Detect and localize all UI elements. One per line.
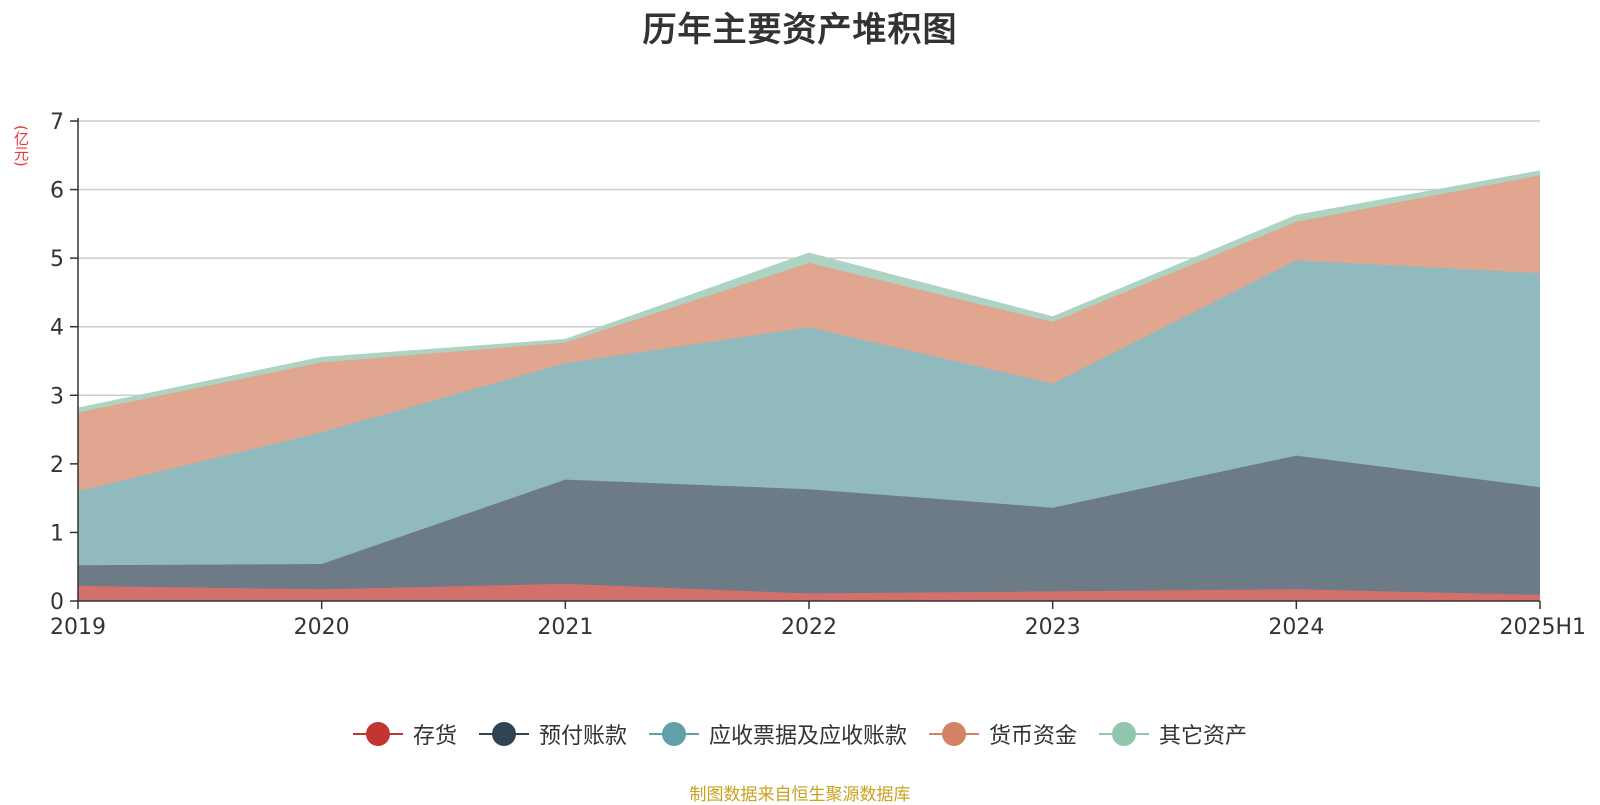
x-tick-label: 2021 [537, 615, 593, 640]
y-tick-label: 0 [50, 590, 64, 615]
x-tick-label: 2020 [294, 615, 350, 640]
legend-label: 预付账款 [538, 724, 627, 749]
y-tick-label: 6 [50, 179, 64, 204]
x-tick-label: 2023 [1025, 615, 1081, 640]
legend-marker-icon [352, 722, 403, 746]
legend-item-3[interactable]: 货币资金 [929, 718, 1077, 750]
x-tick-label: 2022 [781, 615, 837, 640]
legend-marker-icon [478, 722, 529, 746]
area-series-3[interactable] [78, 175, 1540, 492]
legend-item-1[interactable]: 预付账款 [478, 718, 627, 750]
series-line-4 [77, 170, 1541, 410]
x-tick-label: 2019 [50, 615, 106, 640]
legend-marker-icon [929, 722, 979, 746]
area-series-4[interactable] [78, 171, 1540, 413]
legend-label: 其它资产 [1159, 724, 1248, 749]
legend-marker-icon [648, 722, 699, 746]
y-tick-label: 7 [50, 110, 64, 135]
legend: 存货 预付账款 应收票据及应收账款 货币资金 其它资产 [0, 718, 1600, 750]
legend-item-0[interactable]: 存货 [352, 718, 457, 750]
y-tick-label: 3 [50, 384, 64, 409]
y-tick-label: 4 [50, 316, 64, 341]
x-tick-label: 2024 [1268, 615, 1324, 640]
y-tick-label: 1 [50, 521, 64, 546]
legend-marker-icon [1099, 722, 1150, 746]
y-tick-label: 5 [50, 247, 64, 272]
axes: 0 1 2 3 4 5 6 7 2019 2020 2021 2022 2023 2024 2025H1 [50, 110, 1586, 640]
area-series-1[interactable] [78, 455, 1540, 595]
chart-title: 历年主要资产堆积图 [642, 10, 958, 50]
y-tick-label: 2 [50, 453, 64, 478]
area-layer [77, 170, 1541, 601]
area-series-0[interactable] [78, 583, 1540, 601]
legend-label: 存货 [412, 724, 457, 749]
data-source-note: 制图数据来自恒生聚源数据库 [689, 785, 911, 805]
legend-label: 应收票据及应收账款 [708, 724, 907, 749]
legend-item-4[interactable]: 其它资产 [1099, 718, 1247, 750]
legend-label: 货币资金 [989, 724, 1078, 749]
area-series-2[interactable] [78, 260, 1540, 566]
legend-item-2[interactable]: 应收票据及应收账款 [648, 718, 907, 750]
y-axis-unit: (亿元) [12, 125, 30, 167]
x-tick-label: 2025H1 [1499, 615, 1586, 640]
